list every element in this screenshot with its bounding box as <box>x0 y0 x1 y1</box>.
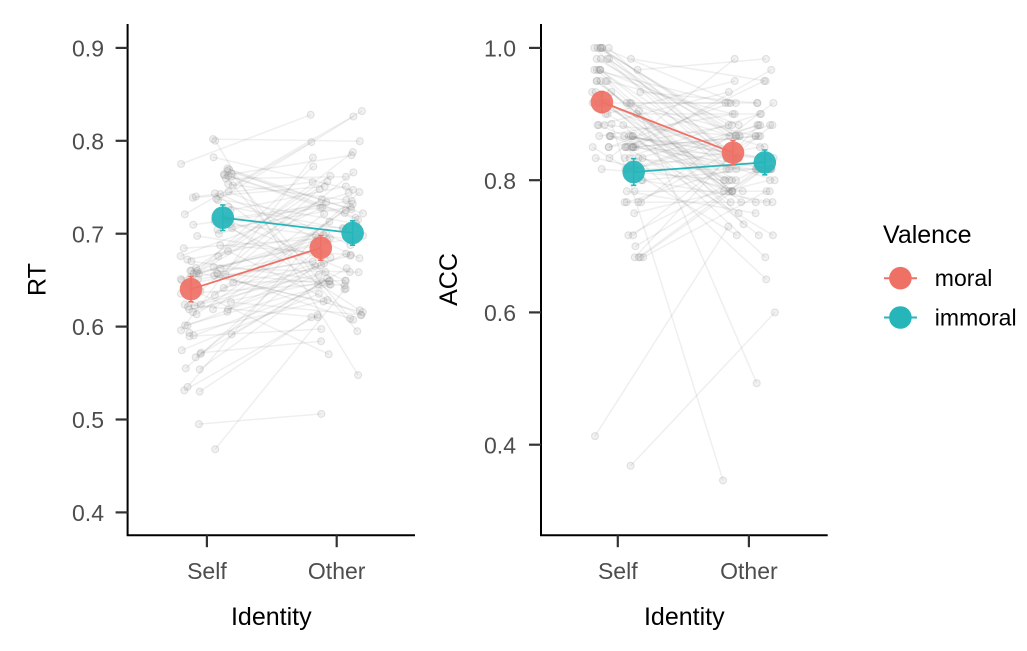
svg-text:0.8: 0.8 <box>484 168 516 194</box>
svg-text:0.7: 0.7 <box>72 221 104 247</box>
svg-text:Identity: Identity <box>231 603 312 631</box>
svg-text:0.8: 0.8 <box>72 128 104 154</box>
svg-text:0.6: 0.6 <box>72 314 104 340</box>
svg-text:Other: Other <box>720 558 778 584</box>
svg-text:0.5: 0.5 <box>72 407 104 433</box>
svg-text:0.6: 0.6 <box>484 300 516 326</box>
svg-text:0.4: 0.4 <box>484 432 516 458</box>
svg-text:Self: Self <box>598 558 638 584</box>
svg-text:moral: moral <box>935 265 993 291</box>
svg-text:ACC: ACC <box>435 253 463 306</box>
svg-text:Self: Self <box>187 558 227 584</box>
svg-text:Valence: Valence <box>883 221 972 249</box>
svg-text:RT: RT <box>23 263 51 296</box>
svg-text:1.0: 1.0 <box>484 36 516 62</box>
svg-text:0.4: 0.4 <box>72 500 104 526</box>
svg-text:Identity: Identity <box>644 603 725 631</box>
svg-text:Other: Other <box>308 558 366 584</box>
svg-text:immoral: immoral <box>935 305 1017 331</box>
svg-text:0.9: 0.9 <box>72 36 104 62</box>
